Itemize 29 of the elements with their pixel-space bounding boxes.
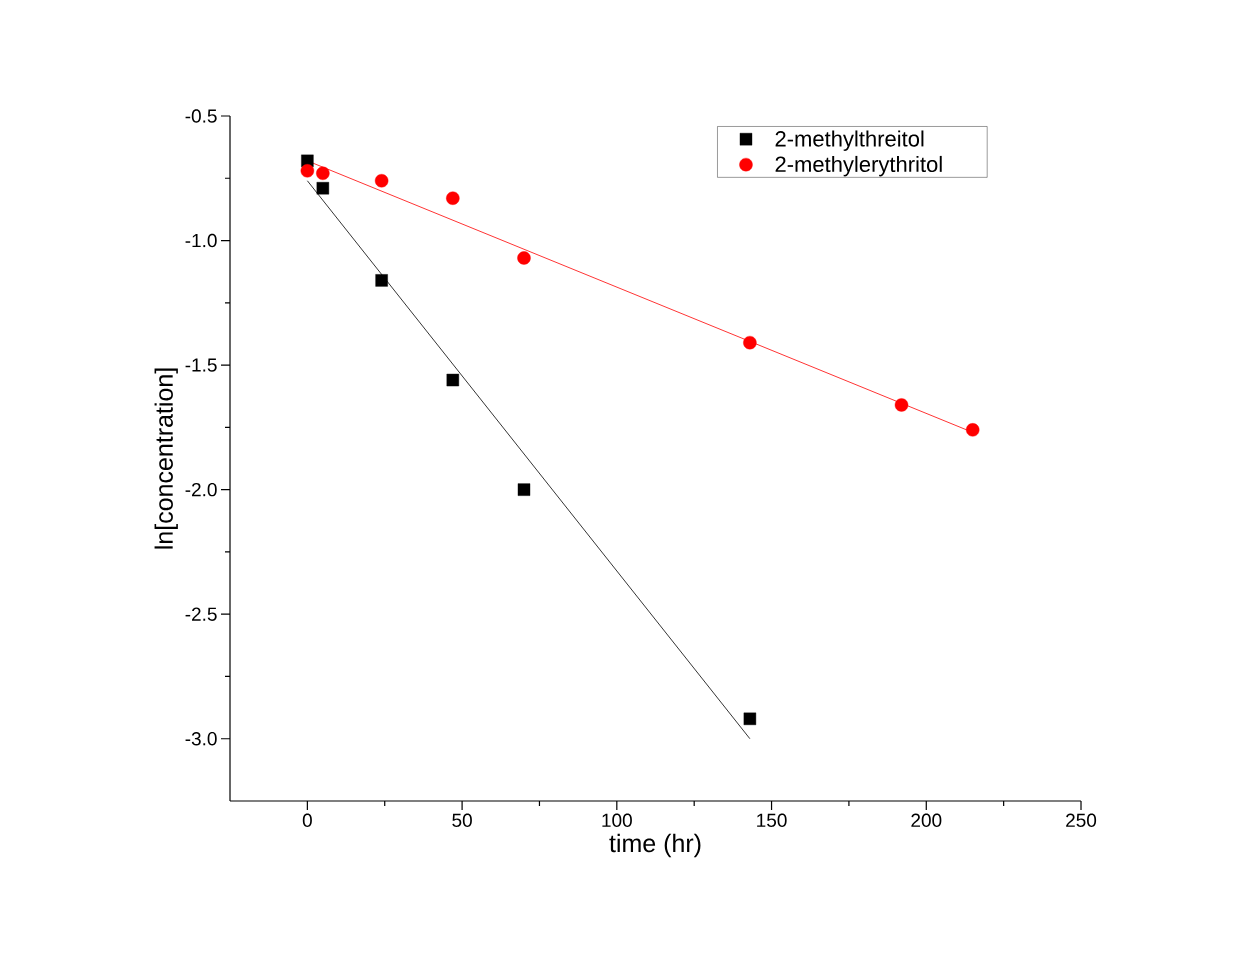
y-tick-label: -0.5	[185, 109, 217, 123]
point	[446, 191, 460, 205]
point	[375, 274, 388, 287]
x-tick-label: 150	[757, 813, 787, 827]
y-tick-label: -1.5	[185, 358, 217, 372]
y-tick-label: -2.5	[185, 607, 217, 621]
legend-label: 2-methylthreitol	[775, 130, 924, 151]
point	[316, 182, 330, 195]
y-tick-label: -1.0	[185, 233, 217, 248]
y-tick-label: -3.0	[185, 732, 217, 746]
point	[300, 164, 315, 178]
point	[894, 398, 909, 412]
point	[374, 174, 389, 188]
x-tick-label: 250	[1066, 813, 1097, 827]
point	[517, 483, 531, 496]
point	[966, 423, 980, 437]
y-tick-label: -2.0	[185, 482, 217, 497]
point	[517, 251, 531, 265]
point	[743, 335, 757, 350]
y-axis-title: ln[concentration]	[154, 368, 178, 549]
point	[316, 166, 330, 180]
point	[743, 712, 757, 725]
legend-label: 2-methylerythritol	[775, 155, 942, 177]
x-axis-title: time (hr)	[609, 833, 701, 858]
point	[446, 373, 460, 387]
x-tick-label: 0	[302, 813, 312, 827]
x-tick-label: 50	[452, 813, 472, 827]
x-tick-label: 100	[602, 813, 632, 827]
x-tick-label: 200	[911, 813, 942, 827]
